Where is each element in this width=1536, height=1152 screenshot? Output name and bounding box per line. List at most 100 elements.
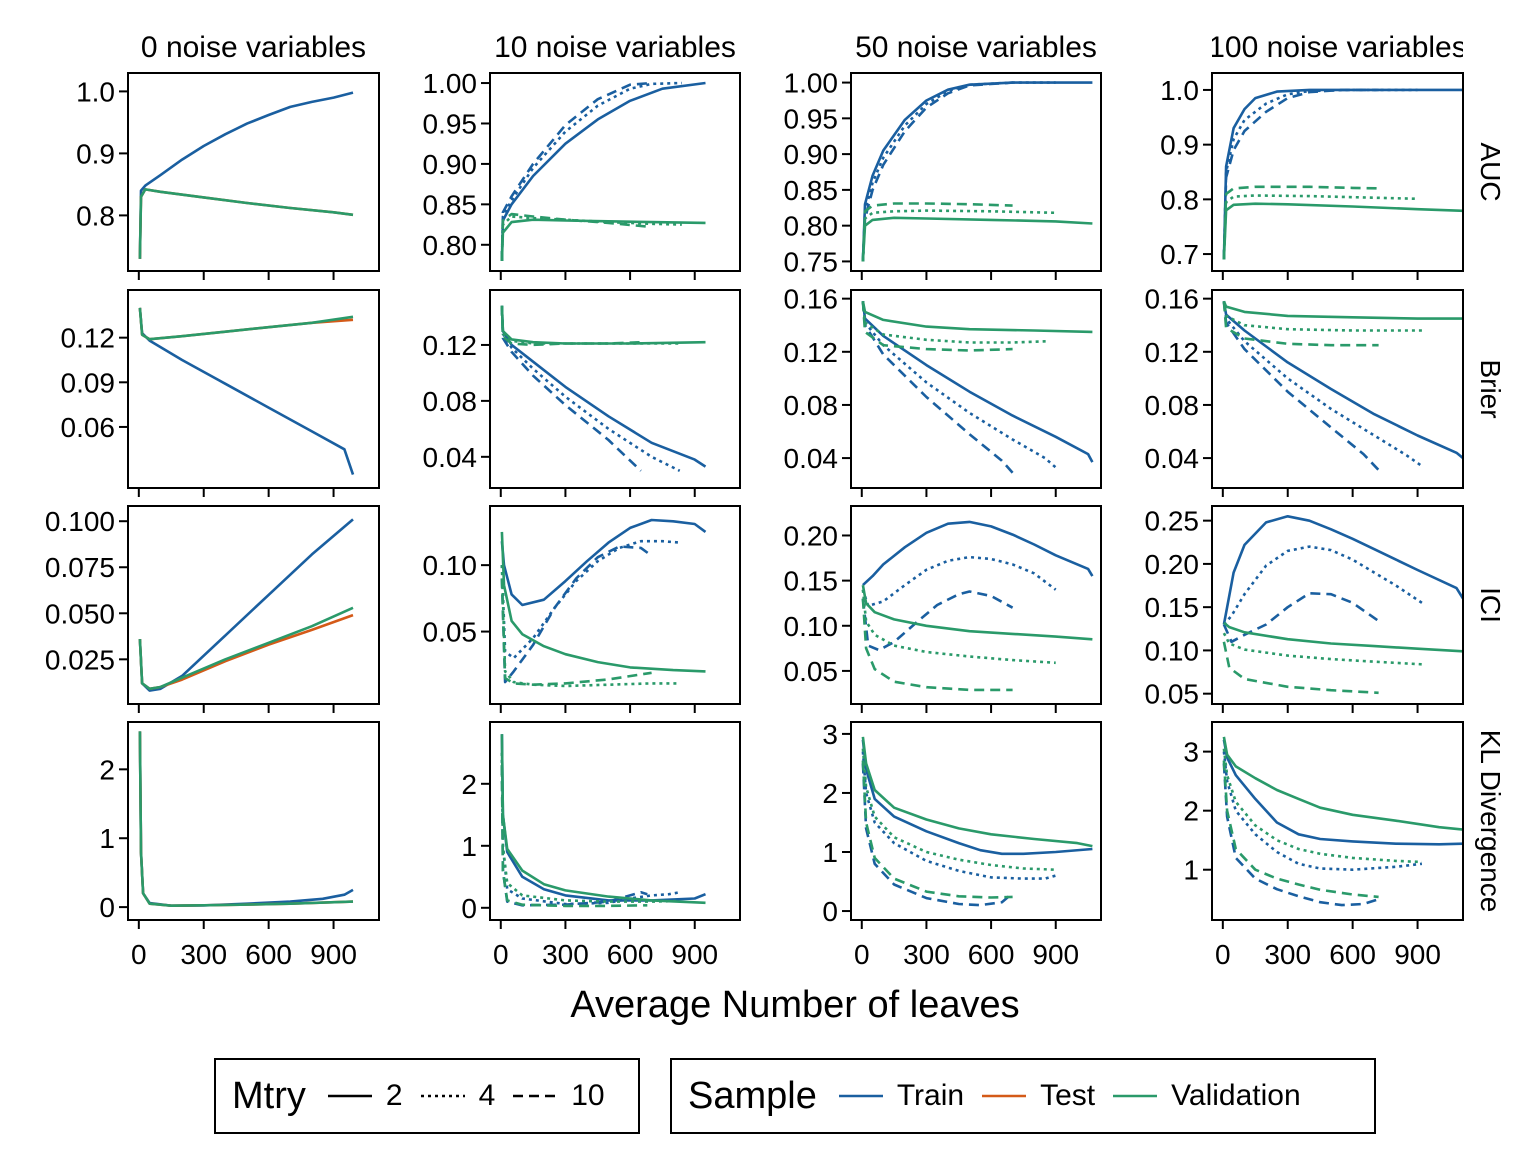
sample-legend-item-test: Test [982, 1079, 1095, 1113]
series-line-train-mtry-4 [1222, 88, 1418, 260]
mtry-legend-item-2: 2 [327, 1079, 403, 1113]
series-line-validation-mtry-4 [1222, 632, 1422, 666]
series-line-validation-mtry-10 [861, 301, 1013, 352]
series-line-train-mtry-10 [1222, 763, 1379, 907]
series-line-train-mtry-2 [138, 731, 354, 907]
row-title: ICI [1475, 587, 1506, 623]
column-title: 50 noise variables [855, 31, 1097, 64]
panel-frame [1211, 72, 1464, 272]
dotted-line-key [420, 1091, 465, 1101]
y-tick-label: 0.8 [76, 200, 115, 231]
x-tick-label: 0 [131, 939, 147, 970]
series-line-train-mtry-10 [500, 545, 653, 684]
series-line-train-mtry-4 [861, 555, 1057, 608]
series-line-validation-mtry-2 [1223, 621, 1463, 653]
series-line-validation-mtry-10 [861, 202, 1013, 262]
x-tick-label: 600 [1329, 939, 1376, 970]
x-tick-label: 300 [903, 939, 950, 970]
y-tick-label: 0.06 [61, 412, 116, 443]
column-title: 10 noise variables [494, 31, 736, 64]
y-tick-label: 0.08 [784, 390, 839, 421]
series-line-validation-mtry-2 [1222, 300, 1463, 320]
y-tick-label: 0.12 [61, 323, 116, 354]
series-line-validation-mtry-2 [861, 736, 1093, 848]
y-tick-label: 0.15 [784, 566, 839, 597]
series-line-train-mtry-2 [1222, 301, 1463, 460]
y-tick-label: 1.00 [784, 68, 839, 99]
y-tick-label: 2 [99, 754, 115, 785]
y-tick-label: 0.100 [45, 506, 115, 537]
series-line-train-mtry-10 [861, 590, 1014, 652]
series-line-validation-mtry-4 [1222, 301, 1422, 332]
y-tick-label: 0.10 [1145, 635, 1200, 666]
x-tick-label: 900 [671, 939, 718, 970]
sample-legend-item-validation: Validation [1113, 1079, 1301, 1113]
y-tick-label: 0.16 [784, 284, 839, 315]
series-line-validation-mtry-10 [861, 760, 1013, 899]
sample-legend: Sample Train Test Validation [670, 1058, 1376, 1134]
y-tick-label: 2 [461, 769, 477, 800]
x-tick-label: 300 [1264, 939, 1311, 970]
panel-kl-divergence-2: 0 1 2 0 300 600 900 [461, 721, 741, 970]
panel-auc-1: 0.8 0.9 1.0 [76, 72, 380, 280]
y-tick-label: 1.0 [1160, 75, 1199, 106]
solid-line-key [327, 1091, 372, 1101]
series-line-train-mtry-4 [861, 301, 1057, 469]
y-tick-label: 0.75 [784, 246, 839, 277]
y-tick-label: 0.12 [1145, 337, 1200, 368]
series-line-validation-mtry-2 [500, 218, 706, 262]
series-line-train-mtry-2 [1222, 739, 1463, 846]
y-tick-label: 0.08 [1145, 390, 1200, 421]
y-tick-label: 0 [461, 893, 477, 924]
series-line-validation-mtry-2 [138, 606, 354, 691]
column-title: 100 noise variables [1208, 31, 1467, 64]
series-line-train-mtry-10 [861, 763, 1014, 907]
panel-frame [489, 721, 741, 921]
y-tick-label: 0.050 [45, 598, 115, 629]
sample-legend-item-train: Train [838, 1079, 964, 1113]
series-line-validation-mtry-2 [1222, 202, 1463, 260]
y-tick-label: 0.9 [76, 138, 115, 169]
series-line-train-mtry-4 [861, 81, 1056, 262]
panel-frame [127, 72, 380, 272]
y-tick-label: 0.8 [1160, 184, 1199, 215]
series-line-train-mtry-10 [1222, 592, 1380, 644]
mtry-legend-title: Mtry [232, 1074, 306, 1117]
series-line-validation-mtry-2 [138, 731, 354, 907]
y-tick-label: 0.12 [784, 337, 839, 368]
panel-kl-divergence-1: 0 1 2 0 300 600 900 [99, 721, 380, 970]
series-line-validation-mtry-2 [861, 301, 1093, 334]
series-line-train-mtry-2 [861, 81, 1093, 262]
panel-auc-3: 0.75 0.80 0.85 0.90 0.95 1.00 [784, 68, 1102, 280]
series-line-train-mtry-2 [1222, 88, 1463, 260]
panel-frame [850, 72, 1102, 272]
panel-frame [850, 721, 1102, 921]
panel-ici-3: 0.05 0.10 0.15 0.20 [784, 505, 1102, 713]
y-tick-label: 0.20 [1145, 549, 1200, 580]
series-line-train-mtry-2 [138, 518, 354, 692]
series-line-train-mtry-2 [1222, 515, 1463, 625]
series-line-validation-mtry-4 [861, 589, 1056, 665]
mtry-legend-item-4: 4 [420, 1079, 495, 1113]
validation-line-key [1113, 1091, 1158, 1101]
series-line-validation-mtry-2 [500, 531, 706, 673]
series-line-validation-mtry-10 [1222, 185, 1379, 260]
panel-frame [127, 289, 380, 489]
series-line-train-mtry-2 [138, 307, 355, 476]
panel-frame [850, 289, 1102, 489]
panel-frame [850, 505, 1102, 705]
y-tick-label: 0.85 [423, 189, 478, 220]
x-tick-label: 0 [854, 939, 870, 970]
x-tick-label: 300 [542, 939, 589, 970]
y-tick-label: 0.25 [1145, 506, 1200, 537]
series-line-validation-mtry-2 [138, 188, 354, 259]
series-line-train-mtry-10 [500, 765, 648, 907]
series-line-validation-mtry-10 [500, 212, 652, 262]
y-tick-label: 0.025 [45, 644, 115, 675]
series-line-validation-mtry-10 [861, 598, 1013, 692]
panel-frame [1211, 721, 1464, 921]
series-line-validation-mtry-10 [1222, 760, 1379, 899]
series-line-train-mtry-4 [1222, 751, 1423, 871]
panel-auc-4: 0.7 0.8 0.9 1.0 [1160, 72, 1464, 280]
panel-kl-divergence-3: 0 1 2 3 0 300 600 900 [822, 719, 1102, 970]
